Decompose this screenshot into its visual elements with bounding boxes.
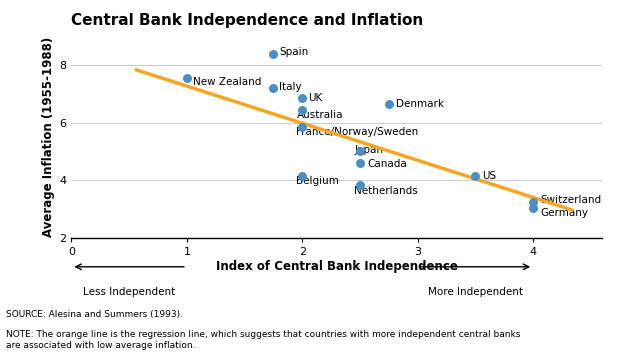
- Text: Australia: Australia: [296, 110, 343, 120]
- Text: Japan: Japan: [354, 145, 383, 155]
- Text: Netherlands: Netherlands: [354, 186, 418, 196]
- Text: Central Bank Independence and Inflation: Central Bank Independence and Inflation: [71, 13, 424, 28]
- Point: [297, 124, 307, 130]
- Text: NOTE: The orange line is the regression line, which suggests that countries with: NOTE: The orange line is the regression …: [6, 330, 520, 350]
- Text: More Independent: More Independent: [428, 287, 523, 297]
- Point: [182, 75, 192, 81]
- Text: UK: UK: [308, 93, 322, 103]
- Point: [297, 107, 307, 113]
- Text: SOURCE: Alesina and Summers (1993).: SOURCE: Alesina and Summers (1993).: [6, 310, 183, 319]
- Text: Germany: Germany: [540, 208, 588, 218]
- Y-axis label: Average Inflation (1955-1988): Average Inflation (1955-1988): [42, 37, 55, 237]
- Text: Less Independent: Less Independent: [83, 287, 175, 297]
- Text: Belgium: Belgium: [296, 176, 339, 186]
- Text: Canada: Canada: [367, 159, 407, 168]
- Point: [268, 51, 278, 57]
- Text: Switzerland: Switzerland: [540, 195, 601, 205]
- Text: US: US: [483, 171, 496, 181]
- Point: [355, 148, 365, 154]
- Point: [528, 199, 538, 205]
- Point: [297, 173, 307, 179]
- Point: [355, 160, 365, 166]
- Point: [471, 173, 481, 179]
- Point: [528, 205, 538, 211]
- Text: Denmark: Denmark: [396, 99, 444, 109]
- Point: [297, 95, 307, 101]
- Text: Italy: Italy: [279, 82, 302, 92]
- Text: New Zealand: New Zealand: [193, 77, 261, 87]
- X-axis label: Index of Central Bank Independence: Index of Central Bank Independence: [216, 260, 458, 273]
- Text: Spain: Spain: [279, 47, 309, 57]
- Point: [355, 182, 365, 187]
- Point: [384, 101, 394, 107]
- Point: [268, 85, 278, 91]
- Text: France/Norway/Sweden: France/Norway/Sweden: [296, 127, 419, 137]
